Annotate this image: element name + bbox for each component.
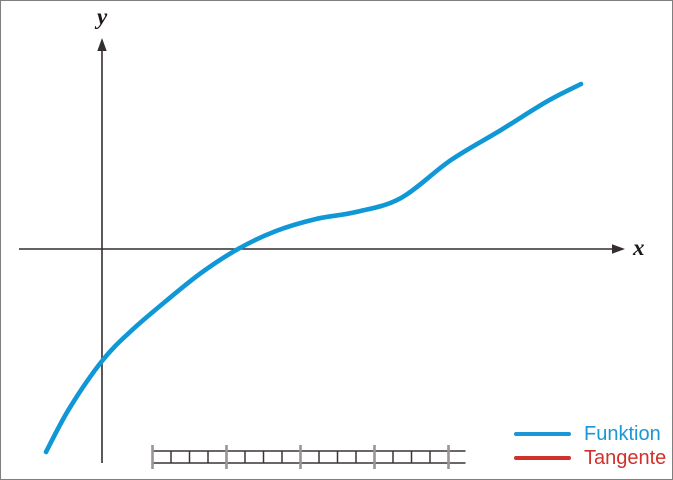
funktion-curve	[43, 81, 584, 455]
legend-item-funktion: Funktion	[514, 424, 661, 444]
y-axis-label: y	[97, 4, 108, 29]
legend-label-funktion: Funktion	[584, 423, 661, 445]
legend-item-tangente: Tangente	[514, 448, 666, 468]
legend-label-tangente: Tangente	[584, 447, 667, 469]
tangente-line-swatch	[514, 456, 571, 460]
y-axis-arrowhead-icon	[97, 38, 107, 51]
x-axis-arrowhead-icon	[612, 244, 625, 254]
x-axis-label: x	[633, 235, 645, 260]
scale-ruler	[151, 445, 466, 469]
funktion-line-swatch	[514, 432, 571, 436]
